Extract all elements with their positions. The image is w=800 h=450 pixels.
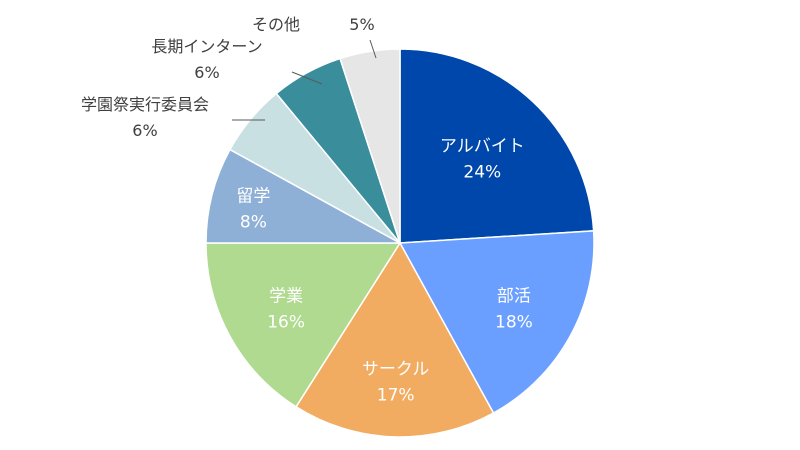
slice-value-label: 24% [463, 162, 501, 182]
slice-value-label: 8% [240, 212, 267, 232]
slice-value-label: 16% [267, 313, 305, 333]
pie-slice [295, 241, 495, 438]
pie-slice [205, 148, 401, 244]
slice-label: 長期インターン [151, 37, 262, 56]
slice-label: その他 [252, 15, 300, 34]
pie-slice [399, 48, 595, 244]
leader-lines [232, 39, 377, 121]
slice-label: アルバイト [440, 136, 525, 156]
slice-labels: アルバイト 24% 部活 18% サークル 17% 学業 16% 留学 8% 学園祭実行委員会 6% 長… [81, 15, 533, 406]
leader-line [369, 39, 377, 59]
leader-line [291, 71, 323, 85]
slice-value-label: 5% [349, 15, 374, 34]
slice-label: サークル [362, 360, 430, 380]
slice-value-label: 18% [495, 313, 533, 333]
slice-value-label: 6% [132, 121, 157, 140]
slice-value-label: 6% [194, 63, 219, 82]
slice-value-label: 17% [377, 386, 415, 406]
slice-label: 留学 [236, 186, 270, 206]
pie-slice [205, 242, 402, 408]
pie-slice [339, 48, 401, 244]
pie-slices [205, 48, 595, 438]
slice-label: 部活 [497, 287, 531, 307]
slice-label: 学業 [269, 287, 303, 307]
pie-slice [398, 230, 595, 415]
slice-label: 学園祭実行委員会 [81, 95, 209, 114]
